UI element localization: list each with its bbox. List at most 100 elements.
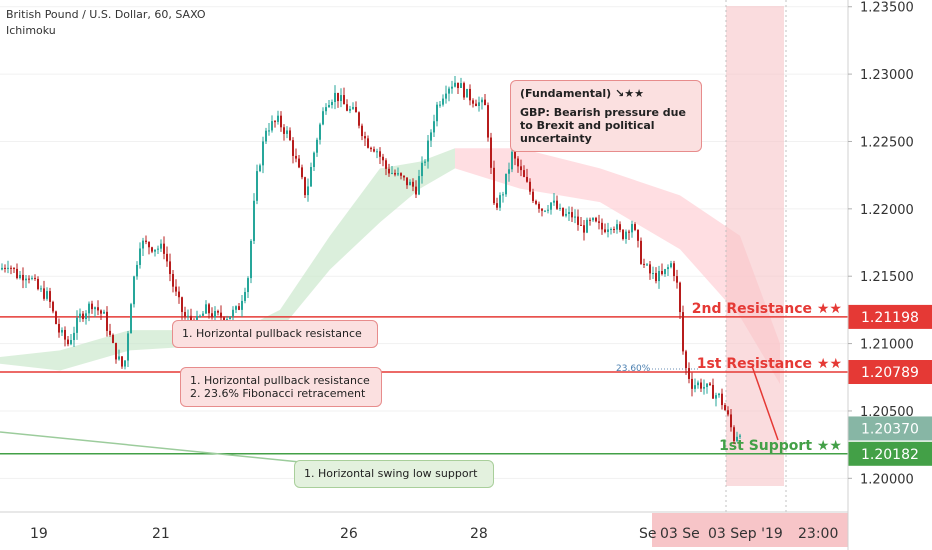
candle-body bbox=[91, 303, 93, 310]
candle-body bbox=[571, 212, 573, 218]
x-tick-label: Se bbox=[639, 526, 657, 542]
price-tag bbox=[848, 304, 932, 329]
y-tick-label: 1.23500 bbox=[860, 1, 914, 16]
candle-body bbox=[121, 356, 123, 367]
candle-body bbox=[361, 125, 363, 137]
candle-body bbox=[94, 307, 96, 310]
candle-body bbox=[676, 276, 678, 283]
candle-body bbox=[313, 152, 315, 168]
candle-body bbox=[247, 278, 249, 293]
candle-body bbox=[562, 207, 564, 216]
candle-body bbox=[202, 313, 204, 316]
price-tag bbox=[848, 441, 932, 466]
candle-body bbox=[88, 303, 90, 314]
candle-body bbox=[559, 207, 561, 209]
candle-body bbox=[133, 276, 135, 305]
price-tag bbox=[848, 360, 932, 385]
candle-body bbox=[7, 267, 9, 269]
candle-body bbox=[583, 225, 585, 233]
candle-body bbox=[703, 387, 705, 389]
candle-body bbox=[367, 138, 369, 148]
y-tick-label: 1.22500 bbox=[860, 135, 914, 150]
candle-body bbox=[451, 86, 453, 89]
candle-body bbox=[463, 83, 465, 98]
candle-body bbox=[124, 360, 126, 367]
candle-body bbox=[352, 107, 354, 109]
candle-body bbox=[721, 393, 723, 406]
trendline bbox=[0, 431, 301, 463]
candle-body bbox=[418, 176, 420, 195]
resistance-fib-line1: 1. Horizontal pullback resistance bbox=[190, 374, 370, 387]
candle-body bbox=[310, 167, 312, 187]
candle-body bbox=[79, 313, 81, 318]
candle-body bbox=[679, 282, 681, 313]
fundamental-callout: (Fundamental) ↘★★ GBP: Bearish pressure … bbox=[510, 80, 702, 152]
candle-body bbox=[565, 213, 567, 216]
candle-body bbox=[709, 383, 711, 385]
candle-body bbox=[541, 208, 543, 211]
candle-body bbox=[481, 99, 483, 103]
candle-body bbox=[169, 261, 171, 275]
candle-body bbox=[475, 103, 477, 106]
candle-body bbox=[727, 410, 729, 415]
y-tick-label: 1.22000 bbox=[860, 203, 914, 218]
candle-body bbox=[505, 173, 507, 195]
forecast-zone bbox=[726, 6, 784, 486]
candle-body bbox=[4, 267, 6, 269]
x-tick-label: 19 bbox=[30, 526, 48, 542]
candle-body bbox=[439, 104, 441, 106]
candle-body bbox=[271, 121, 273, 131]
candle-body bbox=[436, 104, 438, 122]
candle-body bbox=[208, 304, 210, 314]
pullback-resistance-callout: 1. Horizontal pullback resistance bbox=[172, 320, 378, 348]
fundamental-title: (Fundamental) ↘★★ bbox=[520, 87, 644, 100]
candle-body bbox=[448, 88, 450, 94]
candle-body bbox=[385, 160, 387, 169]
candle-body bbox=[70, 340, 72, 345]
candle-body bbox=[373, 149, 375, 152]
candle-body bbox=[136, 264, 138, 277]
candle-body bbox=[142, 240, 144, 249]
candle-body bbox=[250, 240, 252, 279]
candle-body bbox=[22, 274, 24, 281]
candle-body bbox=[292, 140, 294, 156]
candle-body bbox=[406, 177, 408, 186]
candle-body bbox=[598, 221, 600, 223]
candle-body bbox=[148, 241, 150, 248]
candle-body bbox=[103, 311, 105, 314]
candle-body bbox=[244, 292, 246, 301]
candle-body bbox=[430, 132, 432, 141]
candle-body bbox=[256, 171, 258, 201]
candle-body bbox=[322, 111, 324, 125]
candle-body bbox=[526, 176, 528, 182]
candle-body bbox=[508, 169, 510, 174]
candle-body bbox=[163, 243, 165, 254]
candle-body bbox=[355, 107, 357, 113]
current-price-value: 1.20370 bbox=[861, 421, 919, 437]
resistance-fib-callout: 1. Horizontal pullback resistance 2. 23.… bbox=[180, 367, 382, 407]
candle-body bbox=[607, 229, 609, 232]
candle-body bbox=[10, 267, 12, 269]
candle-body bbox=[736, 436, 738, 442]
candle-body bbox=[184, 311, 186, 317]
candle-body bbox=[241, 300, 243, 310]
candle-body bbox=[1, 267, 3, 270]
candle-body bbox=[217, 311, 219, 313]
y-tick-label: 1.21500 bbox=[860, 270, 914, 285]
candle-body bbox=[595, 217, 597, 222]
candle-body bbox=[688, 368, 690, 379]
candle-body bbox=[16, 268, 18, 279]
candle-body bbox=[547, 209, 549, 211]
candle-body bbox=[517, 158, 519, 167]
candle-body bbox=[325, 107, 327, 112]
candle-body bbox=[412, 181, 414, 187]
candle-body bbox=[691, 378, 693, 389]
candle-body bbox=[319, 124, 321, 140]
indicator-name: Ichimoku bbox=[6, 24, 56, 37]
swing-low-support-callout: 1. Horizontal swing low support bbox=[294, 460, 494, 488]
candle-body bbox=[496, 203, 498, 208]
candle-body bbox=[643, 263, 645, 265]
candle-body bbox=[223, 317, 225, 322]
candle-body bbox=[409, 181, 411, 186]
